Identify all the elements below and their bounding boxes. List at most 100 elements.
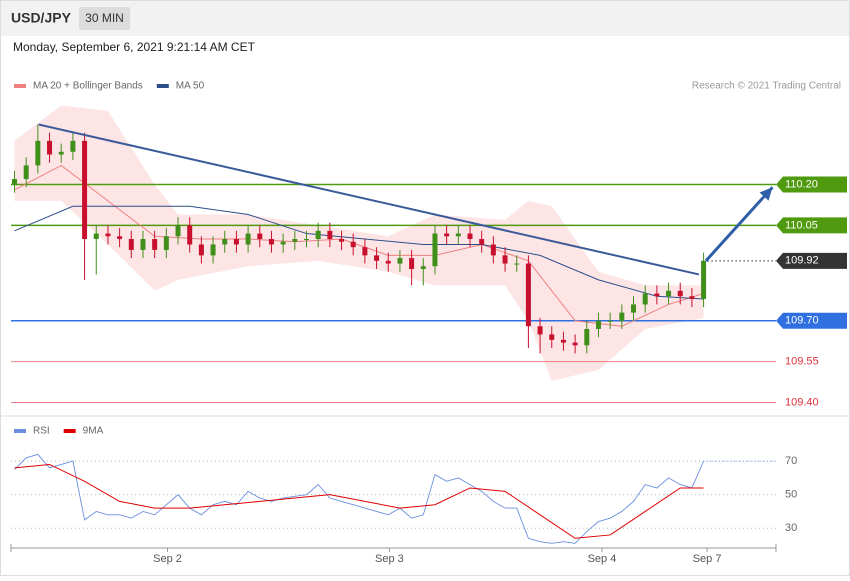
candle-body	[152, 239, 158, 250]
candle-body	[117, 236, 123, 240]
candle-body	[654, 293, 660, 297]
bollinger-band	[14, 105, 704, 381]
legend-label: MA 20 + Bollinger Bands	[33, 81, 143, 92]
candle-body	[525, 263, 531, 327]
timestamp: Monday, September 6, 2021 9:21:14 AM CET	[13, 40, 256, 54]
candle-body	[292, 239, 298, 242]
candle-body	[140, 239, 146, 250]
candle-body	[432, 233, 438, 267]
candle-body	[409, 258, 415, 269]
candle-body	[187, 225, 193, 245]
y-tick-label: 30	[785, 522, 797, 534]
candle-body	[385, 260, 391, 264]
candle-body	[444, 233, 450, 237]
candle-body	[374, 255, 380, 261]
candle-body	[631, 304, 637, 313]
level-label: 110.20	[785, 178, 818, 190]
candle-body	[198, 244, 204, 256]
candle-body	[350, 241, 356, 248]
candle-body	[689, 296, 695, 299]
symbol: USD/JPY	[11, 10, 72, 26]
legend-label: MA 50	[176, 81, 205, 92]
legend-label: RSI	[33, 426, 50, 437]
x-tick-label: Sep 2	[153, 553, 182, 565]
level-tag	[776, 312, 847, 329]
level-tag	[776, 252, 847, 269]
candle-body	[595, 320, 601, 329]
forecast-arrow	[704, 186, 774, 262]
x-tick-label: Sep 7	[693, 553, 722, 565]
interval-box	[79, 7, 130, 30]
level-label: 109.40	[785, 396, 819, 408]
interval: 30 MIN	[85, 11, 124, 25]
level-tag	[776, 217, 847, 234]
candle-body	[572, 342, 578, 346]
candle-body	[537, 326, 543, 335]
candle-body	[280, 241, 286, 245]
candle-body	[257, 233, 263, 240]
candle-body	[233, 239, 239, 245]
level-tag	[776, 176, 847, 193]
candle-body	[514, 263, 520, 265]
candle-body	[245, 233, 251, 245]
legend-swatch	[156, 84, 169, 88]
header-bar	[1, 1, 849, 36]
candle-body	[560, 339, 566, 343]
legend-swatch	[63, 429, 76, 433]
credit: Research © 2021 Trading Central	[692, 81, 841, 92]
candle-body	[362, 247, 368, 256]
candle-body	[82, 140, 88, 240]
candle-body	[549, 334, 555, 340]
candle-body	[677, 290, 683, 297]
legend-swatch	[14, 429, 26, 433]
arrow-head	[759, 187, 773, 201]
candle-body	[163, 236, 169, 250]
candle-body	[23, 165, 29, 180]
candle-body	[455, 233, 461, 237]
candle-body	[70, 140, 76, 152]
candle-body	[47, 140, 53, 155]
candle-body	[420, 266, 426, 269]
candle-body	[315, 230, 321, 240]
trendline	[38, 123, 700, 276]
candle-body	[502, 255, 508, 264]
rsi-line	[14, 463, 704, 539]
candle-body	[12, 179, 18, 185]
x-tick-label: Sep 4	[588, 553, 617, 565]
candle-body	[642, 293, 648, 305]
legend-swatch	[14, 84, 26, 88]
candle-body	[701, 260, 707, 299]
candle-body	[268, 239, 274, 245]
y-tick-label: 70	[785, 455, 797, 467]
candle-body	[619, 312, 625, 321]
candle-body	[490, 244, 496, 256]
candle-body	[93, 233, 99, 240]
candle-body	[479, 239, 485, 245]
candle-body	[666, 290, 672, 297]
candle-body	[607, 320, 613, 322]
legend-label: 9MA	[83, 426, 104, 437]
candle-body	[467, 233, 473, 240]
candle-body	[584, 328, 590, 346]
candle-body	[397, 258, 403, 264]
level-label: 109.70	[785, 315, 819, 327]
candle-body	[222, 239, 228, 245]
level-label: 109.92	[785, 255, 819, 267]
candle-body	[58, 151, 64, 155]
rsi-line	[14, 453, 705, 544]
x-tick-label: Sep 3	[375, 553, 404, 565]
candle-body	[210, 244, 216, 256]
candle-body	[303, 239, 309, 241]
level-label: 109.55	[785, 356, 819, 368]
level-label: 110.05	[785, 219, 818, 231]
y-tick-label: 50	[785, 489, 797, 501]
candle-body	[339, 239, 345, 242]
candle-body	[327, 230, 333, 240]
candle-body	[105, 233, 111, 237]
candle-body	[35, 140, 41, 166]
candle-body	[128, 239, 134, 250]
candle-body	[175, 225, 181, 237]
